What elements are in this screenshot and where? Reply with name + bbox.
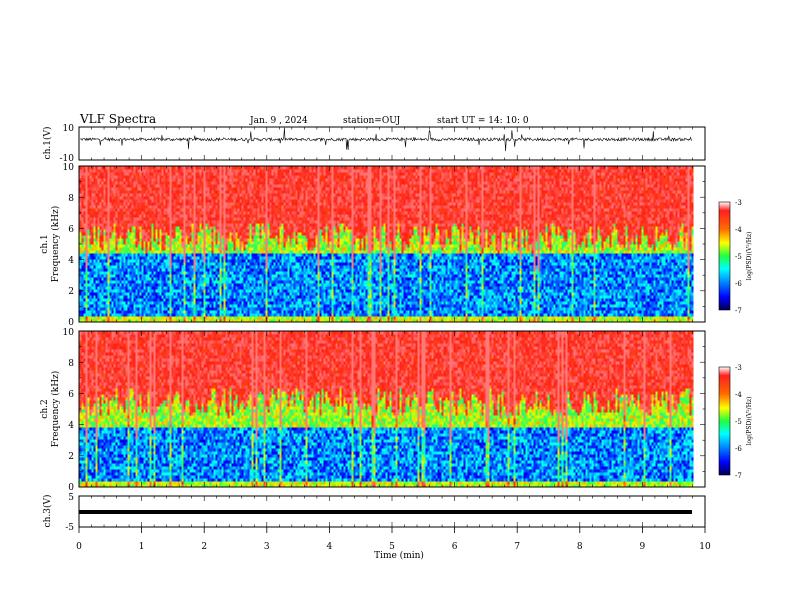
ch3-ytick-bottom: -5 [65,523,74,533]
ch2-cbar-tick-m5: -5 [735,418,742,426]
ch1-waveform-ylabel: ch.1(V) [42,127,53,160]
figure-title: VLF Spectra [79,112,156,126]
ch2-ytick-0: 0 [68,483,74,493]
ch1-frequency-label: Frequency (kHz) [50,206,61,283]
ch2-colorbar-label: log(PSD)(V²/Hz) [746,397,753,446]
ch2-cbar-tick-m3: -3 [735,364,742,372]
ch3-ytick-top: 5 [68,493,74,503]
xtick-6: 6 [452,542,458,552]
ch1-waveform-path [80,128,692,151]
ch2-ytick-4: 4 [68,421,74,431]
ch3-waveform-ylabel: ch.3(V) [42,495,53,528]
ch2-ytick-8: 8 [68,359,74,369]
start-time-label: start UT = 14: 10: 0 [437,116,529,126]
ch1-ytick-top: 10 [63,124,75,134]
ch2-ytick-6: 6 [68,390,74,400]
vlf-figure: VLF Spectra Jan. 9 , 2024 station=OUJ st… [0,0,792,612]
ch2-cbar-tick-m7: -7 [735,472,742,480]
xtick-3: 3 [264,542,270,552]
ch2-spectrogram-label: ch.2 [40,399,50,418]
ch2-ytick-10: 10 [63,328,75,338]
ch1-ytick-4: 4 [68,256,74,266]
ch1-colorbar-label: log(PSD)(V²/Hz) [746,232,753,281]
ch1-ytick-10: 10 [63,163,75,173]
ch2-frequency-label: Frequency (kHz) [50,371,61,448]
ch1-waveform-trace [80,128,692,151]
ch1-cbar-tick-m5: -5 [735,253,742,261]
ch1-cbar-tick-m3: -3 [735,199,742,207]
ch1-cbar-tick-m6: -6 [735,280,742,288]
xtick-1: 1 [139,542,145,552]
xtick-4: 4 [327,542,333,552]
xtick-8: 8 [577,542,583,552]
ch1-ytick-6: 6 [68,225,74,235]
date-label: Jan. 9 , 2024 [249,116,308,126]
ch1-cbar-tick-m4: -4 [735,226,742,234]
x-axis: 0 1 2 3 4 5 6 7 8 9 10 Time (min) [76,542,711,561]
ch2-spectrogram-image [80,332,694,488]
xtick-10: 10 [699,542,711,552]
ch1-cbar-tick-m7: -7 [735,307,742,315]
xtick-2: 2 [201,542,207,552]
x-axis-label: Time (min) [374,550,424,561]
ch2-cbar-tick-m6: -6 [735,445,742,453]
panel-ch2-spectrogram: 0 2 4 6 8 10 ch.2 Frequency (kHz) -3 -4 … [40,328,753,493]
ch1-ytick-8: 8 [68,194,74,204]
ch1-ytick-0: 0 [68,318,74,328]
ch1-ytick-2: 2 [68,287,74,297]
ch1-colorbar [719,202,730,310]
panel-ch1-spectrogram: 0 2 4 6 8 10 ch.1 Frequency (kHz) -3 -4 … [40,163,753,328]
ch2-ytick-2: 2 [68,452,74,462]
ch2-colorbar [719,367,730,475]
xtick-0: 0 [76,542,82,552]
ch1-spectrogram-image [80,167,694,323]
ch2-cbar-tick-m4: -4 [735,391,742,399]
station-label: station=OUJ [343,116,401,126]
ch1-spectrogram-label: ch.1 [40,234,50,253]
xtick-7: 7 [514,542,520,552]
xtick-9: 9 [640,542,646,552]
